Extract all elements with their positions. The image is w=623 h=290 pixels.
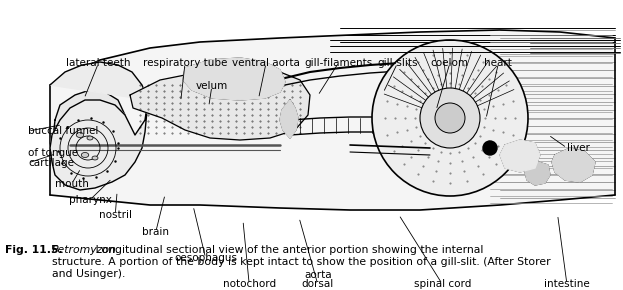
Text: structure. A portion of the body is kept intact to show the position of a gill-s: structure. A portion of the body is kept… bbox=[52, 257, 551, 267]
Text: Fig. 11.5.: Fig. 11.5. bbox=[5, 245, 63, 255]
Text: brain: brain bbox=[142, 227, 169, 237]
Text: gill-filaments: gill-filaments bbox=[304, 58, 373, 68]
Polygon shape bbox=[552, 148, 595, 182]
Polygon shape bbox=[280, 100, 298, 138]
Text: Petromyzon.: Petromyzon. bbox=[52, 245, 120, 255]
Polygon shape bbox=[500, 140, 540, 172]
Text: dorsal: dorsal bbox=[302, 279, 334, 289]
Text: ventral aorta: ventral aorta bbox=[232, 58, 300, 68]
Polygon shape bbox=[50, 62, 148, 190]
Ellipse shape bbox=[92, 156, 98, 160]
Ellipse shape bbox=[76, 133, 83, 137]
Text: Longitudinal sectional view of the anterior portion showing the internal: Longitudinal sectional view of the anter… bbox=[92, 245, 483, 255]
Text: lateral teeth: lateral teeth bbox=[66, 58, 131, 68]
Polygon shape bbox=[50, 30, 615, 210]
Text: liver: liver bbox=[567, 143, 590, 153]
Text: aorta: aorta bbox=[304, 271, 331, 280]
Polygon shape bbox=[52, 90, 127, 185]
Text: coelom: coelom bbox=[431, 58, 468, 68]
Polygon shape bbox=[525, 162, 550, 185]
Text: cartilage: cartilage bbox=[28, 158, 74, 168]
Text: of tongue: of tongue bbox=[28, 148, 78, 158]
Text: gill-slits: gill-slits bbox=[377, 58, 418, 68]
Text: heart: heart bbox=[485, 58, 512, 68]
Text: respiratory tube: respiratory tube bbox=[143, 58, 227, 68]
Text: and Usinger).: and Usinger). bbox=[52, 269, 125, 279]
Polygon shape bbox=[183, 58, 285, 100]
Text: pharynx: pharynx bbox=[69, 195, 112, 204]
Circle shape bbox=[372, 40, 528, 196]
Polygon shape bbox=[130, 70, 310, 140]
Text: nostril: nostril bbox=[99, 210, 131, 220]
Ellipse shape bbox=[81, 153, 88, 157]
Text: velum: velum bbox=[196, 81, 228, 91]
Text: buccal funnel: buccal funnel bbox=[28, 126, 98, 136]
Text: notochord: notochord bbox=[222, 279, 276, 289]
Circle shape bbox=[483, 141, 497, 155]
Text: mouth: mouth bbox=[55, 179, 88, 189]
Text: spinal cord: spinal cord bbox=[414, 279, 471, 289]
Circle shape bbox=[435, 103, 465, 133]
Ellipse shape bbox=[87, 136, 93, 140]
Text: intestine: intestine bbox=[544, 279, 590, 289]
Circle shape bbox=[420, 88, 480, 148]
Text: oesophagus: oesophagus bbox=[174, 253, 237, 263]
